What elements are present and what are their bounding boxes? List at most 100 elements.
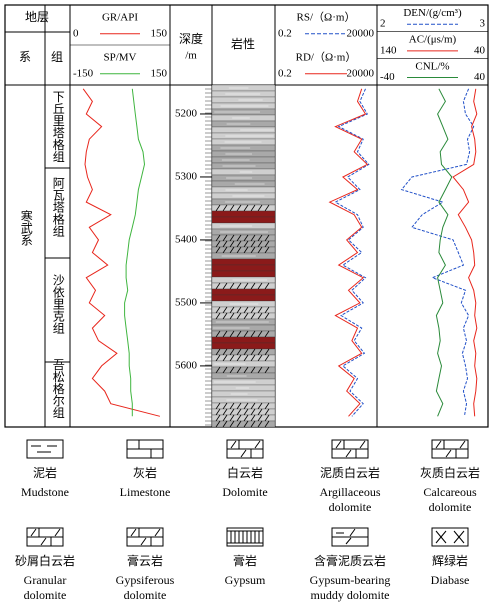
curve-name: RS/（Ω·m） [297, 10, 356, 23]
rule [254, 440, 261, 449]
rule [222, 306, 228, 314]
system-name: 寒武系 [19, 209, 33, 246]
curve-min: 140 [380, 44, 397, 56]
log-curve [328, 88, 369, 417]
rule [243, 312, 249, 320]
rule [257, 240, 263, 248]
legend-name: 辉绿岩 [432, 553, 468, 568]
rule [264, 414, 270, 422]
rule [229, 306, 235, 314]
rule [264, 354, 270, 362]
log-curve [400, 88, 475, 417]
rule [250, 282, 256, 290]
rule [40, 537, 47, 546]
rule [243, 420, 249, 428]
rule [243, 408, 249, 416]
legend-name: 灰岩 [133, 465, 157, 480]
lithology-band [211, 210, 276, 218]
legend-name: 白云岩 [227, 465, 263, 480]
rule [236, 408, 242, 416]
rule [236, 246, 242, 254]
rule [222, 414, 228, 422]
formation-name: 阿瓦塔格组 [51, 177, 65, 237]
rule [264, 240, 270, 248]
rule [257, 414, 263, 422]
rule [243, 414, 249, 422]
legend-name: 灰质白云岩 [420, 465, 480, 480]
rule [435, 440, 442, 449]
legend-english: Gypsum-bearing [310, 573, 391, 587]
rule [215, 246, 221, 254]
curve-max: 40 [474, 71, 486, 83]
rule [215, 282, 221, 290]
rule [250, 204, 256, 212]
curve-max: 150 [151, 67, 168, 79]
rule [222, 234, 228, 242]
rule [229, 240, 235, 248]
legend-english: Dolomite [222, 485, 267, 499]
rule [229, 234, 235, 242]
formation-name: 吾松格尔组 [51, 358, 65, 418]
rule [222, 408, 228, 416]
rule [215, 414, 221, 422]
rule [264, 366, 270, 374]
rule [264, 246, 270, 254]
rule [229, 246, 235, 254]
rule [257, 420, 263, 428]
curve-max: 40 [474, 44, 486, 56]
curve-min: -40 [380, 71, 395, 83]
curve-max: 3 [480, 18, 486, 30]
legend-name: 泥质白云岩 [320, 465, 380, 480]
rule [250, 366, 256, 374]
rule [257, 282, 263, 290]
rule [243, 330, 249, 338]
rule [222, 204, 228, 212]
curve-max: 150 [151, 27, 168, 39]
rule [236, 354, 242, 362]
formation-header: 组 [51, 50, 63, 64]
rule [236, 234, 242, 242]
rule [335, 440, 342, 449]
rule [30, 528, 37, 537]
legend-english: Gypsiferous [116, 573, 175, 587]
rule [257, 306, 263, 314]
rule [229, 330, 235, 338]
rule [264, 312, 270, 320]
rule [445, 449, 452, 458]
rule [215, 402, 221, 410]
rule [243, 366, 249, 374]
rule [243, 240, 249, 248]
rule [264, 204, 270, 212]
legend-english: Calcareous [423, 485, 477, 499]
rule [215, 306, 221, 314]
rule [243, 402, 249, 410]
lithology-band [211, 270, 276, 278]
rule [257, 354, 263, 362]
curve-min: 0.2 [278, 67, 292, 79]
rule [453, 530, 465, 544]
rule [264, 234, 270, 242]
depth-tick-label: 5500 [175, 296, 198, 308]
curve-min: 0 [73, 27, 79, 39]
rule [236, 366, 242, 374]
rule [264, 282, 270, 290]
rule [222, 282, 228, 290]
rule [257, 234, 263, 242]
rule [215, 348, 221, 356]
legend-english: Argillaceous [319, 485, 380, 499]
legend-name: 含膏泥质云岩 [314, 553, 386, 568]
rule [243, 246, 249, 254]
rule [229, 414, 235, 422]
legend-name: 砂屑白云岩 [15, 553, 75, 568]
rule [215, 408, 221, 416]
rule [264, 306, 270, 314]
rule [229, 408, 235, 416]
legend-english: muddy dolomite [311, 588, 390, 602]
depth-tick-label: 5600 [175, 359, 198, 371]
rule [250, 234, 256, 242]
rule [257, 366, 263, 374]
curve-max: 20000 [347, 67, 375, 79]
lithology-band [211, 342, 276, 350]
rule [54, 528, 61, 537]
rule [359, 440, 366, 449]
